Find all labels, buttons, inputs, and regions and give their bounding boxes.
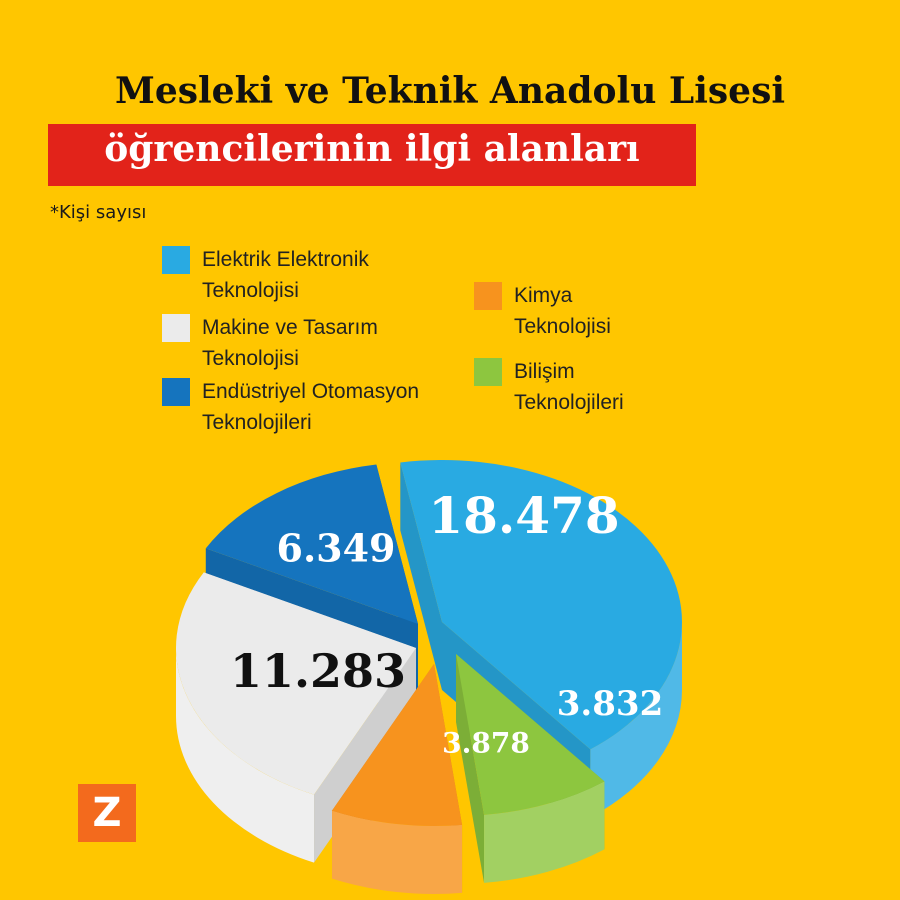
legend-swatch	[162, 378, 190, 406]
pie-value-label: 3.832	[557, 684, 663, 724]
subtitle-band	[48, 124, 696, 186]
pie-value-label: 6.349	[277, 526, 396, 571]
pie-inner-wall	[400, 462, 442, 690]
pie-side-wall	[590, 622, 682, 818]
legend-item-kimya: Kimya Teknolojisi	[474, 280, 611, 342]
chart-title: Mesleki ve Teknik Anadolu Lisesi	[114, 70, 786, 112]
legend-label: Makine ve Tasarım Teknolojisi	[202, 316, 378, 370]
brand-logo: Z	[78, 784, 136, 842]
legend-swatch	[162, 246, 190, 274]
chart-subtitle: öğrencilerinin ilgi alanları	[104, 128, 640, 170]
legend-label: Elektrik Elektronik Teknolojisi	[202, 248, 369, 302]
pie-slice-5	[205, 464, 418, 624]
pie-value-label: 18.478	[428, 486, 619, 545]
legend-swatch	[474, 282, 502, 310]
legend-item-endustriyel: Endüstriyel Otomasyon Teknolojileri	[162, 376, 419, 438]
legend-swatch	[162, 314, 190, 342]
legend-label: Bilişim Teknolojileri	[514, 360, 624, 414]
pie-slice-3	[332, 664, 463, 826]
unit-note: *Kişi sayısı	[50, 202, 147, 223]
pie-inner-wall	[456, 654, 485, 883]
pie-slice-4	[176, 572, 416, 795]
pie-slice-2	[456, 654, 605, 815]
legend-item-elektrik: Elektrik Elektronik Teknolojisi	[162, 244, 369, 306]
pie-side-wall	[484, 781, 605, 883]
pie-side-wall	[176, 648, 315, 863]
pie-value-label: 11.283	[230, 644, 406, 698]
pie-value-label: 3.878	[442, 727, 530, 760]
legend-label: Endüstriyel Otomasyon Teknolojileri	[202, 380, 420, 434]
legend-label: Kimya Teknolojisi	[514, 284, 611, 338]
pie-slice-1	[400, 460, 683, 750]
legend-item-makine: Makine ve Tasarım Teknolojisi	[162, 312, 378, 374]
legend-swatch	[474, 358, 502, 386]
pie-side-wall	[332, 810, 463, 894]
legend-item-bilisim: Bilişim Teknolojileri	[474, 356, 624, 418]
